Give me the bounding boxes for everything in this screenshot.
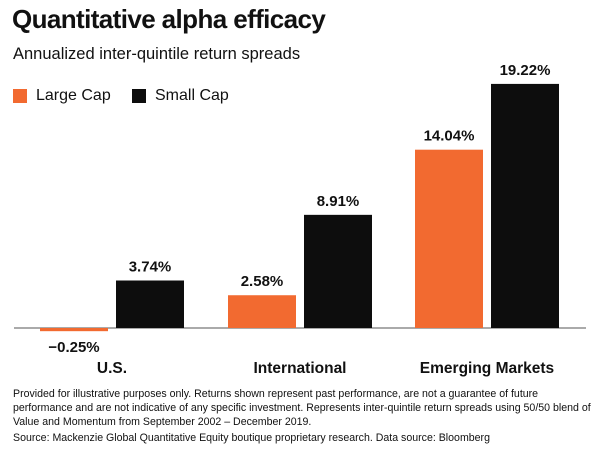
category-label: Emerging Markets xyxy=(420,360,554,377)
bar-small-cap-0 xyxy=(116,280,184,328)
source-note: Source: Mackenzie Global Quantitative Eq… xyxy=(13,432,490,444)
legend-swatch-large-cap xyxy=(13,89,27,103)
bar-large-cap-2 xyxy=(415,149,483,328)
legend-item-small-cap: Small Cap xyxy=(132,87,229,105)
bar-small-cap-1 xyxy=(304,214,372,328)
category-label: International xyxy=(253,360,346,377)
data-label: 2.58% xyxy=(241,273,284,290)
chart-subtitle: Annualized inter-quintile return spreads xyxy=(13,45,301,63)
data-label: 19.22% xyxy=(500,62,551,79)
bar-large-cap-0 xyxy=(40,328,108,332)
chart-title: Quantitative alpha efficacy xyxy=(12,4,326,34)
data-label: −0.25% xyxy=(48,339,99,356)
legend-swatch-small-cap xyxy=(132,89,146,103)
category-label: U.S. xyxy=(97,360,127,377)
data-label: 14.04% xyxy=(424,128,475,145)
footnote: Provided for illustrative purposes only.… xyxy=(13,388,591,428)
data-label: 8.91% xyxy=(317,193,360,210)
data-label: 3.74% xyxy=(129,259,172,276)
bar-chart: −0.25% 3.74% U.S. 2.58% 8.91% International 14… xyxy=(14,62,586,377)
bar-large-cap-1 xyxy=(228,295,296,328)
legend-item-large-cap: Large Cap xyxy=(13,87,111,105)
legend-label-small-cap: Small Cap xyxy=(155,87,229,104)
legend-label-large-cap: Large Cap xyxy=(36,87,111,104)
bar-small-cap-2 xyxy=(491,83,559,328)
